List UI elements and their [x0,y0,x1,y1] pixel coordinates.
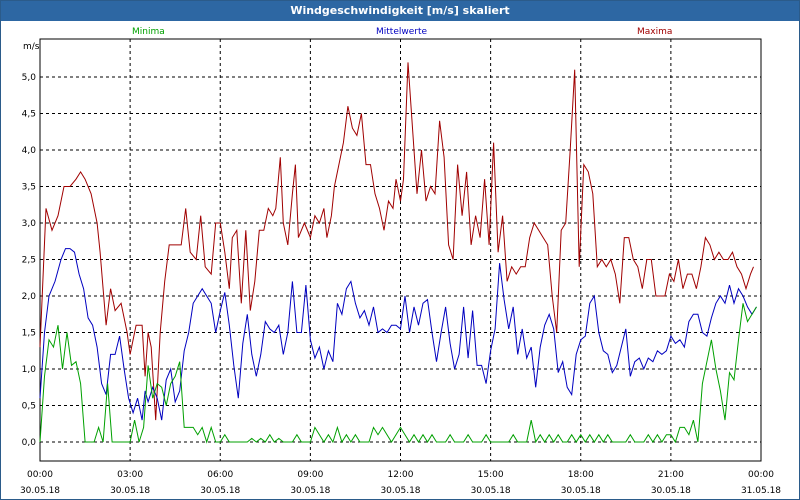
x-tick-date: 30.05.18 [561,486,601,496]
x-tick-time: 09:00 [297,470,323,480]
y-axis-label: m/s [23,42,40,52]
x-tick-date: 30.05.18 [200,486,240,496]
x-tick-time: 18:00 [568,470,594,480]
plot-frame [39,38,762,462]
x-tick-date: 30.05.18 [110,486,150,496]
y-tick-label: 4,0 [22,146,37,156]
grid [40,39,761,461]
y-tick-label: 0,5 [22,402,36,412]
y-tick-label: 3,0 [22,219,37,229]
x-tick-date: 30.05.18 [290,486,330,496]
x-tick-time: 12:00 [388,470,414,480]
chart-svg: m/s Minima Mittelwerte Maxima 0,0 0,5 1,0 1… [20,27,781,496]
legend-minima: Minima [132,27,165,37]
y-tick-label: 3,5 [22,183,36,193]
x-tick-date: 30.05.18 [471,486,511,496]
x-tick-date: 30.05.18 [651,486,691,496]
y-tick-label: 1,0 [22,365,37,375]
legend-mittelwerte: Mittelwerte [376,27,427,37]
y-tick-label: 0,0 [22,438,37,448]
x-ticks: 00:00 30.05.18 03:00 30.05.18 06:00 30.05.18 0… [20,470,781,496]
x-tick-time: 03:00 [117,470,143,480]
legend-maxima: Maxima [637,27,672,37]
window-title: Windgeschwindigkeit [m/s] skaliert [1,1,799,21]
series-line-mittelwerte [39,248,757,421]
series-line-minima [39,303,757,444]
x-tick-time: 21:00 [658,470,684,480]
y-tick-label: 1,5 [22,329,36,339]
x-tick-time: 00:00 [27,470,53,480]
x-tick-date: 30.05.18 [20,486,60,496]
x-tick-time: 15:00 [478,470,504,480]
y-ticks: 0,0 0,5 1,0 1,5 2,0 2,5 3,0 3,5 4,0 4,5 5,0 [22,73,37,448]
series-lines [39,62,757,444]
y-tick-label: 2,5 [22,256,36,266]
x-tick-time: 00:00 [748,470,774,480]
x-tick-date: 30.05.18 [380,486,420,496]
x-tick-date: 31.05.18 [741,486,781,496]
y-tick-label: 4,5 [22,110,36,120]
x-tick-time: 06:00 [207,470,233,480]
y-tick-label: 5,0 [22,73,37,83]
series-line-maxima [39,62,754,421]
y-tick-label: 2,0 [22,292,37,302]
